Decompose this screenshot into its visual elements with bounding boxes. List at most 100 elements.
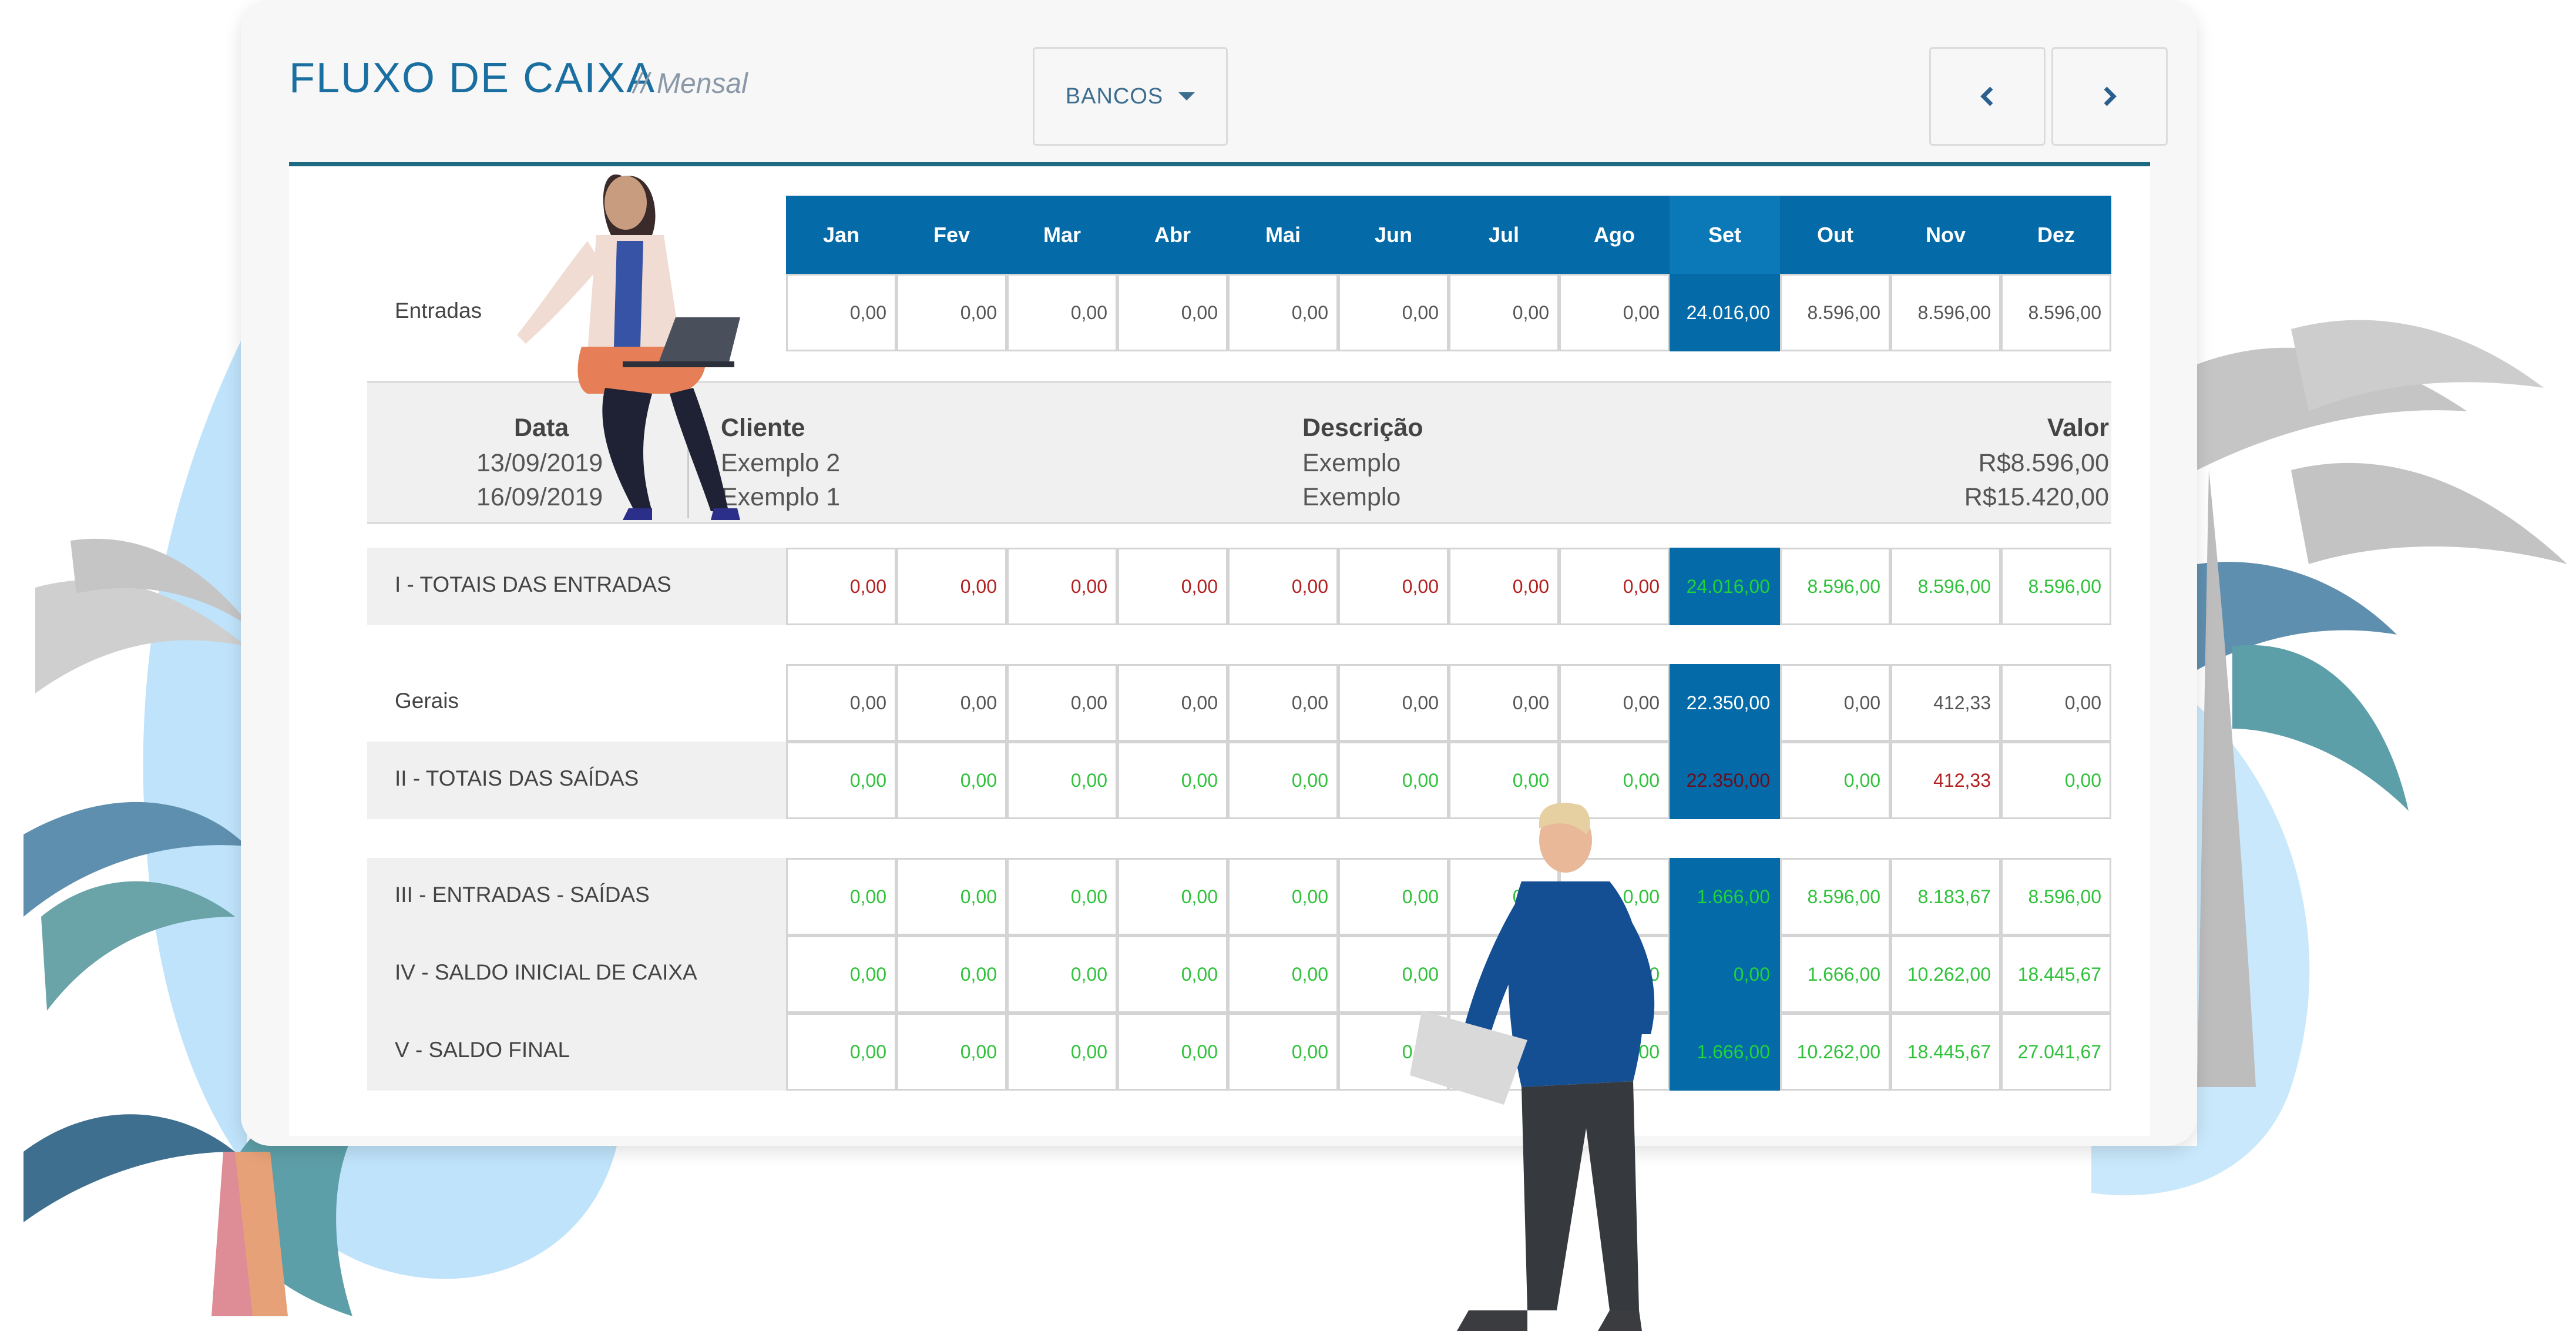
entradas-saidas-cell-ago[interactable]: 0,00 — [1559, 858, 1670, 935]
totais-entradas-cell-jul[interactable]: 0,00 — [1449, 548, 1559, 625]
totais-entradas-cell-mar[interactable]: 0,00 — [1007, 548, 1117, 625]
month-header-set[interactable]: Set — [1670, 196, 1780, 274]
saldo-inicial-cell-set[interactable]: 0,00 — [1670, 935, 1780, 1013]
totais-entradas-cell-set[interactable]: 24.016,00 — [1670, 548, 1780, 625]
totais-saidas-cell-mai[interactable]: 0,00 — [1228, 742, 1338, 819]
gerais-cell-jan[interactable]: 0,00 — [786, 664, 896, 742]
gerais-cell-set[interactable]: 22.350,00 — [1670, 664, 1780, 742]
saldo-final-cell-jan[interactable]: 0,00 — [786, 1013, 896, 1091]
entradas-cell-out[interactable]: 8.596,00 — [1780, 274, 1890, 351]
saldo-final-cell-jun[interactable]: 0,00 — [1338, 1013, 1449, 1091]
next-button[interactable] — [2051, 47, 2168, 146]
saldo-inicial-cell-jun[interactable]: 0,00 — [1338, 935, 1449, 1013]
entradas-saidas-cell-mar[interactable]: 0,00 — [1007, 858, 1117, 935]
entradas-cell-abr[interactable]: 0,00 — [1117, 274, 1228, 351]
gerais-cell-nov[interactable]: 412,33 — [1890, 664, 2001, 742]
saldo-inicial-cell-nov[interactable]: 10.262,00 — [1890, 935, 2001, 1013]
entradas-cell-set[interactable]: 24.016,00 — [1670, 274, 1780, 351]
gerais-cell-fev[interactable]: 0,00 — [896, 664, 1007, 742]
entradas-cell-jul[interactable]: 0,00 — [1449, 274, 1559, 351]
entradas-saidas-cell-fev[interactable]: 0,00 — [896, 858, 1007, 935]
saldo-final-cell-out[interactable]: 10.262,00 — [1780, 1013, 1890, 1091]
detail-row-1-cliente[interactable]: Exemplo 2 — [721, 449, 841, 477]
entradas-saidas-cell-jun[interactable]: 0,00 — [1338, 858, 1449, 935]
saldo-final-cell-abr[interactable]: 0,00 — [1117, 1013, 1228, 1091]
totais-entradas-cell-nov[interactable]: 8.596,00 — [1890, 548, 2001, 625]
saldo-inicial-cell-out[interactable]: 1.666,00 — [1780, 935, 1890, 1013]
totais-saidas-cell-dez[interactable]: 0,00 — [2001, 742, 2111, 819]
previous-button[interactable] — [1929, 47, 2046, 146]
bancos-dropdown[interactable]: BANCOS — [1033, 47, 1228, 146]
totais-entradas-cell-mai[interactable]: 0,00 — [1228, 548, 1338, 625]
saldo-final-cell-mar[interactable]: 0,00 — [1007, 1013, 1117, 1091]
saldo-final-cell-mai[interactable]: 0,00 — [1228, 1013, 1338, 1091]
totais-entradas-cell-jan[interactable]: 0,00 — [786, 548, 896, 625]
totais-entradas-cell-out[interactable]: 8.596,00 — [1780, 548, 1890, 625]
totais-entradas-cell-dez[interactable]: 8.596,00 — [2001, 548, 2111, 625]
entradas-cell-nov[interactable]: 8.596,00 — [1890, 274, 2001, 351]
totais-saidas-cell-fev[interactable]: 0,00 — [896, 742, 1007, 819]
totais-saidas-cell-mar[interactable]: 0,00 — [1007, 742, 1117, 819]
entradas-saidas-cell-nov[interactable]: 8.183,67 — [1890, 858, 2001, 935]
totais-entradas-cell-ago[interactable]: 0,00 — [1559, 548, 1670, 625]
saldo-inicial-cell-mai[interactable]: 0,00 — [1228, 935, 1338, 1013]
gerais-cell-jun[interactable]: 0,00 — [1338, 664, 1449, 742]
totais-entradas-cell-jun[interactable]: 0,00 — [1338, 548, 1449, 625]
entradas-cell-dez[interactable]: 8.596,00 — [2001, 274, 2111, 351]
entradas-saidas-cell-dez[interactable]: 8.596,00 — [2001, 858, 2111, 935]
gerais-cell-mai[interactable]: 0,00 — [1228, 664, 1338, 742]
saldo-inicial-cell-mar[interactable]: 0,00 — [1007, 935, 1117, 1013]
month-header-nov[interactable]: Nov — [1925, 223, 1966, 247]
month-header-out[interactable]: Out — [1817, 223, 1853, 247]
month-header-jun[interactable]: Jun — [1374, 223, 1412, 247]
entradas-cell-jan[interactable]: 0,00 — [786, 274, 896, 351]
saldo-final-cell-nov[interactable]: 18.445,67 — [1890, 1013, 2001, 1091]
gerais-cell-ago[interactable]: 0,00 — [1559, 664, 1670, 742]
saldo-inicial-cell-jul[interactable]: 0,00 — [1449, 935, 1559, 1013]
saldo-final-cell-fev[interactable]: 0,00 — [896, 1013, 1007, 1091]
totais-saidas-cell-jan[interactable]: 0,00 — [786, 742, 896, 819]
gerais-cell-mar[interactable]: 0,00 — [1007, 664, 1117, 742]
saldo-final-cell-set[interactable]: 1.666,00 — [1670, 1013, 1780, 1091]
totais-saidas-cell-jun[interactable]: 0,00 — [1338, 742, 1449, 819]
totais-saidas-cell-set[interactable]: 22.350,00 — [1670, 742, 1780, 819]
saldo-final-cell-dez[interactable]: 27.041,67 — [2001, 1013, 2111, 1091]
entradas-cell-fev[interactable]: 0,00 — [896, 274, 1007, 351]
saldo-inicial-cell-abr[interactable]: 0,00 — [1117, 935, 1228, 1013]
saldo-inicial-cell-ago[interactable]: 0,00 — [1559, 935, 1670, 1013]
month-header-abr[interactable]: Abr — [1154, 223, 1191, 247]
totais-entradas-cell-fev[interactable]: 0,00 — [896, 548, 1007, 625]
month-header-jan[interactable]: Jan — [822, 223, 860, 247]
entradas-cell-ago[interactable]: 0,00 — [1559, 274, 1670, 351]
entradas-cell-mar[interactable]: 0,00 — [1007, 274, 1117, 351]
totais-entradas-cell-abr[interactable]: 0,00 — [1117, 548, 1228, 625]
saldo-inicial-cell-jan[interactable]: 0,00 — [786, 935, 896, 1013]
entradas-saidas-cell-jul[interactable]: 0,00 — [1449, 858, 1559, 935]
gerais-cell-out[interactable]: 0,00 — [1780, 664, 1890, 742]
saldo-inicial-cell-dez[interactable]: 18.445,67 — [2001, 935, 2111, 1013]
gerais-cell-dez[interactable]: 0,00 — [2001, 664, 2111, 742]
entradas-saidas-cell-set[interactable]: 1.666,00 — [1670, 858, 1780, 935]
totais-saidas-cell-out[interactable]: 0,00 — [1780, 742, 1890, 819]
gerais-cell-abr[interactable]: 0,00 — [1117, 664, 1228, 742]
saldo-final-cell-ago[interactable]: 0,00 — [1559, 1013, 1670, 1091]
entradas-saidas-cell-mai[interactable]: 0,00 — [1228, 858, 1338, 935]
entradas-saidas-cell-abr[interactable]: 0,00 — [1117, 858, 1228, 935]
totais-saidas-cell-nov[interactable]: 412,33 — [1890, 742, 2001, 819]
entradas-saidas-cell-jan[interactable]: 0,00 — [786, 858, 896, 935]
month-header-fev[interactable]: Fev — [933, 223, 970, 247]
entradas-cell-mai[interactable]: 0,00 — [1228, 274, 1338, 351]
month-header-jul[interactable]: Jul — [1488, 223, 1519, 247]
totais-saidas-cell-jul[interactable]: 0,00 — [1449, 742, 1559, 819]
entradas-saidas-cell-out[interactable]: 8.596,00 — [1780, 858, 1890, 935]
month-header-ago[interactable]: Ago — [1594, 223, 1635, 247]
month-header-dez[interactable]: Dez — [2037, 223, 2075, 247]
totais-saidas-cell-ago[interactable]: 0,00 — [1559, 742, 1670, 819]
saldo-inicial-cell-fev[interactable]: 0,00 — [896, 935, 1007, 1013]
saldo-final-cell-jul[interactable]: 0,00 — [1449, 1013, 1559, 1091]
month-header-mai[interactable]: Mai — [1265, 223, 1301, 247]
gerais-cell-jul[interactable]: 0,00 — [1449, 664, 1559, 742]
month-header-mar[interactable]: Mar — [1043, 223, 1082, 247]
totais-saidas-cell-abr[interactable]: 0,00 — [1117, 742, 1228, 819]
entradas-cell-jun[interactable]: 0,00 — [1338, 274, 1449, 351]
